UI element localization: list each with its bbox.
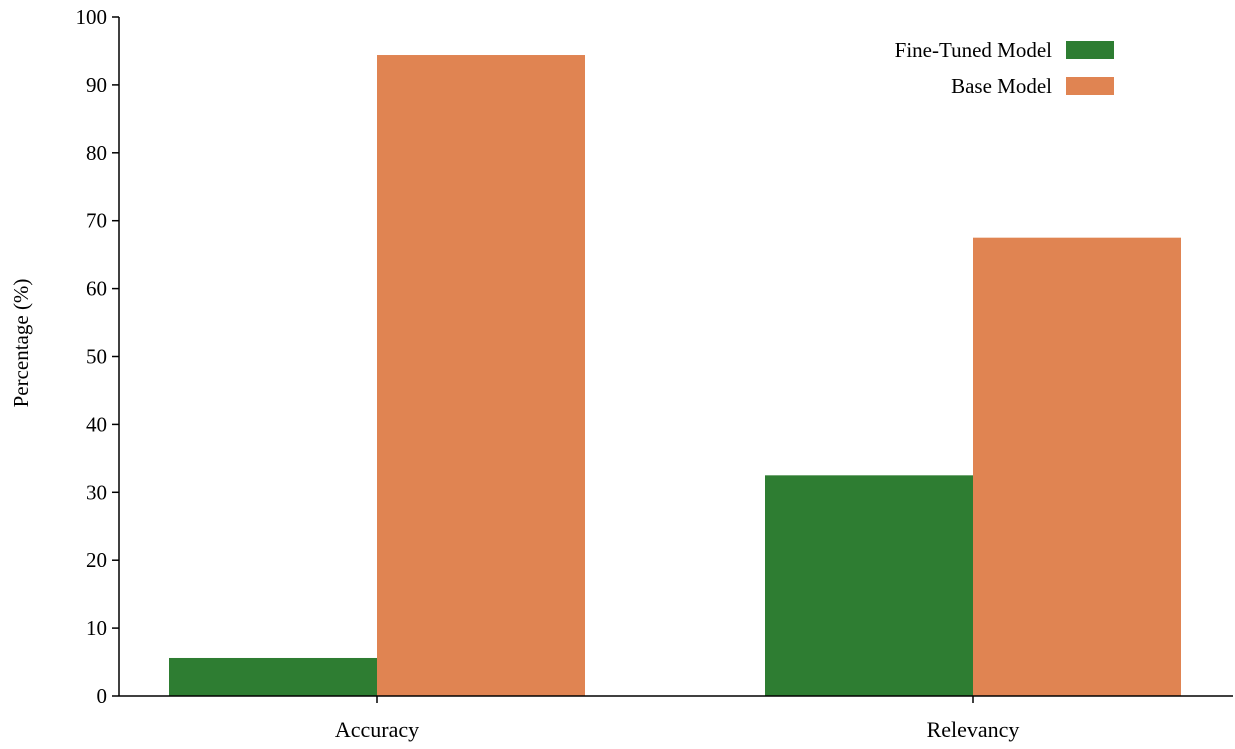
legend-swatch-fine-tuned-model — [1066, 41, 1114, 59]
bar-base-model-accuracy — [377, 55, 585, 697]
y-tick-label: 20 — [86, 548, 107, 572]
y-tick-label: 30 — [86, 480, 107, 504]
bar-base-model-relevancy — [973, 237, 1181, 697]
x-tick-label-accuracy: Accuracy — [335, 717, 419, 742]
bars-layer — [169, 55, 1181, 697]
y-tick-label: 80 — [86, 141, 107, 165]
legend-swatch-base-model — [1066, 77, 1114, 95]
bar-fine-tuned-model-accuracy — [169, 657, 377, 696]
y-ticks: 0 10 20 30 40 50 60 70 80 90 100 — [76, 5, 119, 708]
y-tick-label: 10 — [86, 616, 107, 640]
y-tick-label: 100 — [76, 5, 108, 29]
bar-fine-tuned-model-relevancy — [765, 475, 973, 696]
x-tick-labels: Accuracy Relevancy — [335, 696, 1020, 742]
legend: Fine-Tuned Model Base Model — [895, 38, 1114, 98]
y-tick-label: 50 — [86, 345, 107, 369]
legend-label-fine-tuned-model: Fine-Tuned Model — [895, 38, 1052, 62]
y-tick-label: 60 — [86, 277, 107, 301]
x-tick-label-relevancy: Relevancy — [927, 717, 1020, 742]
y-axis-title: Percentage (%) — [9, 279, 33, 408]
y-tick-label: 40 — [86, 412, 107, 436]
y-tick-label: 90 — [86, 73, 107, 97]
y-tick-label: 0 — [97, 684, 108, 708]
legend-label-base-model: Base Model — [951, 74, 1052, 98]
y-tick-label: 70 — [86, 209, 107, 233]
